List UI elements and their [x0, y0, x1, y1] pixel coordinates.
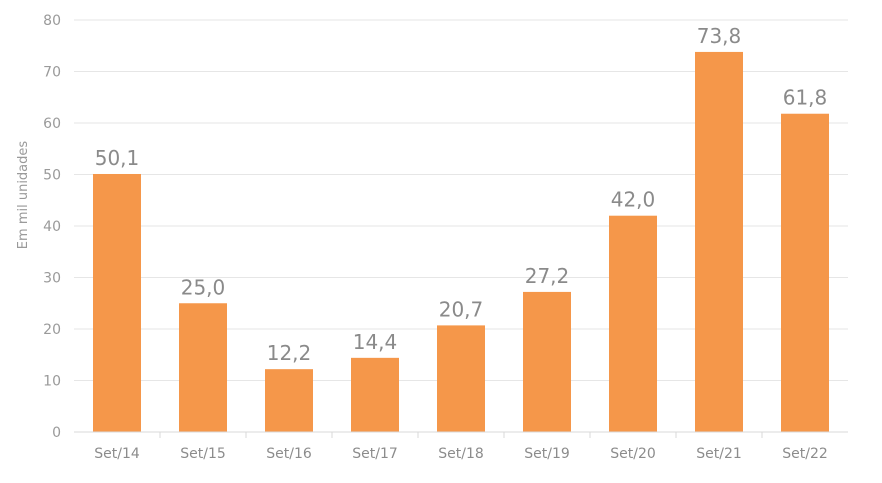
x-tick-label: Set/22 [782, 446, 828, 462]
x-tick-label: Set/18 [438, 446, 484, 462]
x-tick-label: Set/21 [696, 446, 742, 462]
x-tick-labels: Set/14 Set/15 Set/16 Set/17 Set/18 Set/19 Set/… [94, 432, 828, 462]
y-tick-label: 10 [43, 374, 61, 390]
bar [523, 291, 571, 432]
x-tick-label: Set/20 [610, 446, 656, 462]
data-label: 73,8 [697, 24, 742, 48]
bar [351, 357, 399, 432]
data-label: 27,2 [525, 264, 570, 288]
bar [179, 303, 227, 432]
data-label: 50,1 [95, 146, 140, 170]
bar [695, 51, 743, 433]
data-label: 61,8 [783, 86, 828, 110]
y-tick-label: 0 [52, 425, 61, 441]
data-label: 20,7 [439, 297, 484, 321]
x-tick-label: Set/14 [94, 446, 140, 462]
bar [609, 215, 657, 432]
y-axis-label: Em mil unidades [16, 141, 31, 250]
bar [93, 173, 141, 433]
bar [437, 325, 485, 432]
bars [93, 51, 829, 433]
x-tick-label: Set/17 [352, 446, 398, 462]
y-tick-label: 60 [43, 116, 61, 132]
data-label: 42,0 [611, 188, 656, 212]
data-label: 25,0 [181, 275, 226, 299]
bar [265, 369, 313, 432]
x-tick-label: Set/15 [180, 446, 226, 462]
x-tick-label: Set/16 [266, 446, 312, 462]
y-tick-label: 30 [43, 271, 61, 287]
y-tick-label: 80 [43, 13, 61, 29]
y-tick-label: 70 [43, 65, 61, 81]
data-label: 12,2 [267, 341, 312, 365]
data-label: 14,4 [353, 330, 398, 354]
y-tick-label: 50 [43, 168, 61, 184]
x-tick-label: Set/19 [524, 446, 570, 462]
y-tick-label: 20 [43, 322, 61, 338]
y-tick-label: 40 [43, 219, 61, 235]
y-tick-labels: 0 10 20 30 40 50 60 70 80 [43, 13, 61, 441]
data-labels: 50,1 25,0 12,2 14,4 20,7 27,2 42,0 73,8 61,8 [95, 24, 828, 365]
bar [781, 113, 829, 432]
